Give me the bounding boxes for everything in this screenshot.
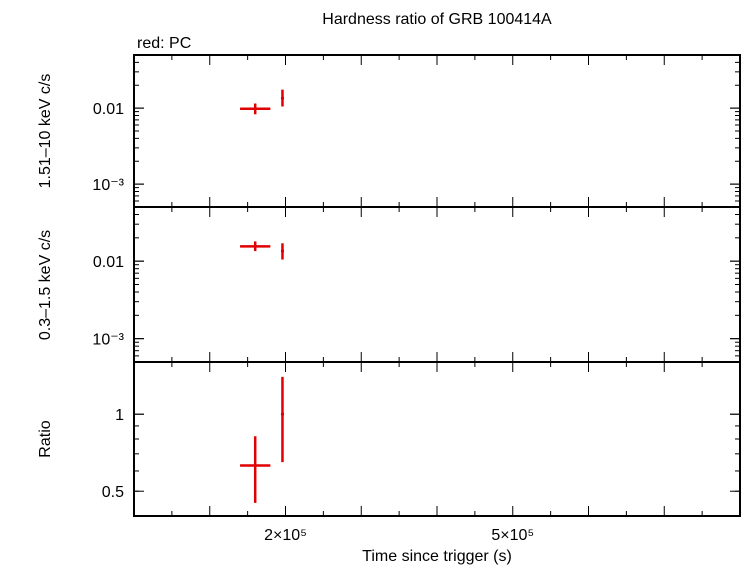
y-tick-label: 0.5 bbox=[102, 484, 124, 501]
data-point bbox=[240, 436, 271, 503]
data-point bbox=[280, 376, 284, 463]
y-tick-label: 1 bbox=[115, 407, 124, 424]
x-tick-label: 2×10⁵ bbox=[264, 527, 307, 544]
panel-ratio: 1 0.5 Ratio bbox=[37, 361, 741, 517]
y-tick-label: 0.01 bbox=[93, 254, 124, 271]
y-axis-label: Ratio bbox=[37, 420, 54, 457]
data-point bbox=[240, 241, 271, 252]
y-tick-label: 0.01 bbox=[93, 101, 124, 118]
y-tick-label: 10⁻³ bbox=[92, 332, 124, 349]
data-point bbox=[280, 243, 284, 260]
chart-title: Hardness ratio of GRB 100414A bbox=[322, 11, 552, 28]
panel-frame bbox=[133, 361, 741, 517]
y-tick-label: 10⁻³ bbox=[92, 177, 124, 194]
data-point bbox=[240, 103, 271, 115]
y-axis-label: 0.3–1.5 keV c/s bbox=[37, 230, 54, 340]
panel-soft-band: 0.01 10⁻³ 0.3–1.5 keV c/s bbox=[37, 206, 741, 363]
y-axis-label: 1.51–10 keV c/s bbox=[37, 74, 54, 189]
panel-frame bbox=[133, 206, 741, 363]
series-note: red: PC bbox=[137, 35, 191, 52]
panel-frame bbox=[133, 54, 741, 208]
chart-panels: 0.01 10⁻³ 1.51–10 keV c/s 0.01 10⁻³ 0.3–1.5 k… bbox=[37, 54, 741, 544]
data-point bbox=[280, 89, 284, 107]
panel-hard-band: 0.01 10⁻³ 1.51–10 keV c/s bbox=[37, 54, 741, 208]
x-tick-label: 5×10⁵ bbox=[491, 527, 534, 544]
x-axis-label: Time since trigger (s) bbox=[362, 548, 512, 565]
